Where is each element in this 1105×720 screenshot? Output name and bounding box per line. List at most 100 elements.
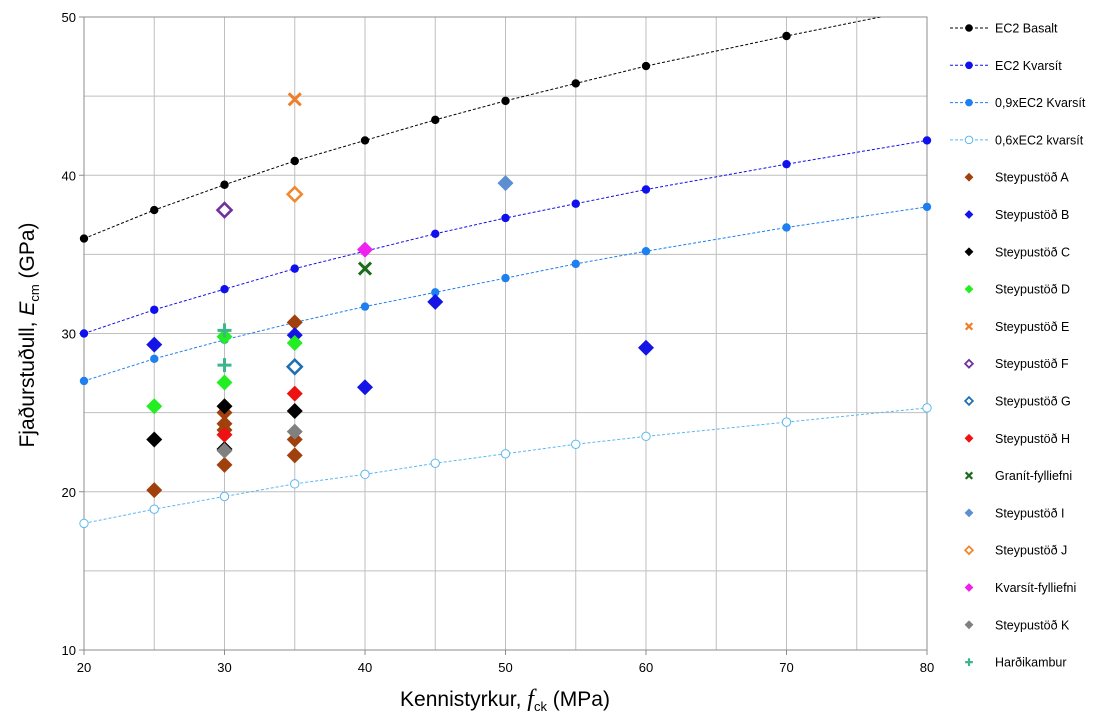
legend-label: Steypustöð H: [995, 432, 1070, 446]
legend-label: Harðikambur: [995, 656, 1067, 670]
y-tick-label: 20: [62, 485, 76, 500]
data-point: [217, 323, 232, 338]
legend-item-steypustod-i: Steypustöð I: [964, 506, 1065, 520]
legend-label: Steypustöð D: [995, 283, 1070, 297]
data-point: [290, 156, 299, 166]
data-point: [571, 259, 580, 269]
data-point: [285, 357, 304, 376]
series-ec2-basalt: [79, 17, 883, 243]
data-point: [286, 447, 303, 464]
data-point: [431, 229, 440, 239]
data-point: [286, 403, 303, 420]
legend-item-steypustod-b: Steypustöð B: [964, 208, 1069, 222]
data-point: [641, 61, 651, 71]
y-tick-label: 40: [62, 168, 76, 183]
series-steypustod-e: [287, 92, 302, 107]
legend-marker: [964, 172, 974, 182]
legend-marker: [963, 358, 975, 369]
series-steypustod-j: [285, 185, 304, 204]
legend-marker: [963, 395, 975, 407]
legend-label: Steypustöð F: [995, 357, 1069, 371]
legend-marker: [964, 322, 974, 331]
y-tick-label: 30: [62, 327, 76, 342]
data-point: [571, 79, 580, 88]
legend-marker: [964, 433, 974, 443]
data-point: [79, 376, 89, 386]
data-point: [641, 185, 651, 194]
data-point: [571, 199, 580, 208]
data-point: [219, 491, 230, 502]
legend-label: Steypustöð K: [995, 618, 1070, 632]
data-point: [287, 92, 302, 107]
data-point: [216, 415, 233, 432]
data-point: [497, 175, 514, 192]
series-kvarsit-fylliefni: [357, 241, 373, 258]
legend-item-steypustod-c: Steypustöð C: [964, 245, 1070, 259]
data-point: [146, 398, 163, 415]
legend-marker: [964, 247, 974, 257]
legend-item-steypustod-g: Steypustöð G: [963, 395, 1071, 409]
legend-label: Steypustöð E: [995, 320, 1069, 334]
legend-item-steypustod-d: Steypustöð D: [964, 283, 1070, 297]
x-tick-label: 20: [77, 660, 91, 675]
data-point: [150, 305, 159, 314]
data-point: [150, 205, 159, 215]
legend-item-steypustod-k: Steypustöð K: [964, 618, 1070, 632]
legend-marker: [964, 508, 974, 518]
legend-label: Steypustöð I: [995, 506, 1065, 520]
x-tick-label: 70: [779, 660, 793, 675]
data-point: [781, 417, 792, 427]
legend-label: Steypustöð J: [995, 544, 1067, 558]
data-point: [357, 261, 373, 276]
series-steypustod-f: [215, 201, 234, 219]
data-point: [286, 314, 303, 331]
legend-label: Steypustöð C: [995, 245, 1070, 259]
data-point: [146, 431, 163, 448]
data-point: [357, 379, 373, 396]
data-point: [146, 482, 163, 499]
data-point: [216, 442, 233, 459]
legend-item-granit-fylliefni: Granít-fylliefni: [964, 469, 1072, 483]
data-point: [146, 336, 163, 353]
data-point: [922, 202, 932, 212]
data-point: [427, 293, 444, 310]
legend-label: Granít-fylliefni: [995, 469, 1072, 483]
data-point: [285, 185, 304, 204]
series-steypustod-i: [497, 175, 514, 192]
legend-marker: [964, 471, 974, 480]
x-tick-label: 80: [920, 660, 934, 675]
x-axis-title: Kennistyrkur, fck (MPa): [400, 686, 610, 714]
data-point: [501, 96, 510, 106]
legend-item-kvarsit-fylliefni: Kvarsít-fylliefni: [964, 581, 1076, 595]
data-point: [500, 449, 511, 459]
data-point: [215, 201, 234, 219]
legend-marker: [965, 658, 973, 666]
data-point: [357, 241, 373, 258]
legend: EC2 Basalt EC2 Kvarsít 0,9xEC2 Kvarsít 0,6x…: [950, 22, 1086, 670]
data-point: [220, 180, 229, 189]
y-tick-label: 10: [62, 643, 76, 658]
data-point: [216, 398, 233, 415]
data-point: [638, 339, 654, 356]
legend-label: Steypustöð B: [995, 208, 1069, 222]
data-point: [782, 223, 791, 232]
legend-marker: [963, 545, 975, 556]
data-point: [217, 358, 232, 373]
data-point: [641, 431, 651, 442]
data-point: [216, 456, 233, 473]
data-point: [431, 115, 440, 125]
x-tick-label: 40: [358, 660, 372, 675]
legend-label: Kvarsít-fylliefni: [995, 581, 1076, 595]
y-axis-title: Fjaðurstuðull, Ecm (GPa): [16, 222, 42, 447]
legend-marker: [964, 583, 974, 592]
legend-item-0-9xec2-kvarsit: 0,9xEC2 Kvarsít: [950, 96, 1086, 110]
legend-item-steypustod-e: Steypustöð E: [964, 320, 1069, 334]
data-point: [782, 31, 791, 41]
x-tick-label: 30: [217, 660, 231, 675]
x-tick-label: 60: [639, 660, 653, 675]
legend-label: 0,6xEC2 kvarsít: [995, 133, 1084, 147]
legend-item-steypustod-j: Steypustöð J: [963, 544, 1067, 558]
